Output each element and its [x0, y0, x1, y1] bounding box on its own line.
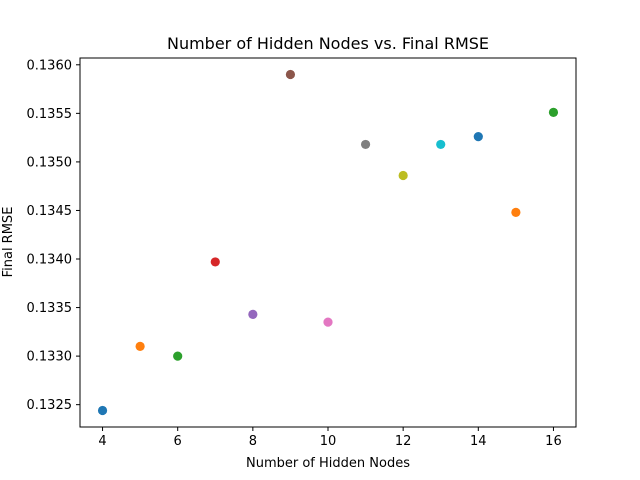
data-point [398, 170, 408, 181]
y-tick-label: 0.1330 [27, 350, 73, 365]
y-tick-label: 0.1345 [27, 204, 73, 219]
y-tick-label: 0.1355 [27, 107, 73, 122]
chart-title: Number of Hidden Nodes vs. Final RMSE [167, 34, 489, 53]
plot-frame [79, 57, 577, 428]
axis-labels: Number of Hidden Nodes Final RMSE [1, 207, 410, 471]
data-point [285, 69, 296, 80]
data-point [548, 107, 559, 117]
data-point [436, 139, 446, 150]
y-tick-label: 0.1360 [27, 58, 73, 73]
x-tick-label: 8 [249, 434, 257, 449]
x-tick-label: 6 [174, 434, 182, 449]
data-point [511, 207, 521, 217]
ticks-layer: 4 6 8 10 12 14 16 0.1325 0.1330 0.1335 0.1340 0.134… [27, 58, 562, 449]
x-tick-label: 14 [470, 434, 487, 449]
data-point [360, 139, 371, 150]
title-layer: Number of Hidden Nodes vs. Final RMSE [167, 34, 489, 53]
y-axis-title: Final RMSE [1, 207, 16, 278]
y-tick-label: 0.1340 [27, 253, 73, 268]
y-tick-label: 0.1335 [27, 301, 73, 316]
data-point [473, 132, 483, 142]
x-tick-label: 10 [320, 434, 337, 449]
data-point [173, 351, 183, 361]
data-point [248, 309, 258, 319]
axes-spine-box [79, 57, 577, 428]
x-axis-title: Number of Hidden Nodes [246, 456, 410, 471]
points-layer [97, 69, 559, 416]
data-point [135, 341, 145, 352]
x-tick-label: 12 [395, 434, 412, 449]
x-tick-label: 4 [98, 434, 106, 449]
x-tick-label: 16 [545, 434, 562, 449]
data-point [97, 405, 108, 416]
data-point [323, 317, 333, 327]
y-tick-label: 0.1350 [27, 155, 73, 170]
y-tick-label: 0.1325 [27, 398, 73, 413]
data-point [210, 257, 220, 267]
